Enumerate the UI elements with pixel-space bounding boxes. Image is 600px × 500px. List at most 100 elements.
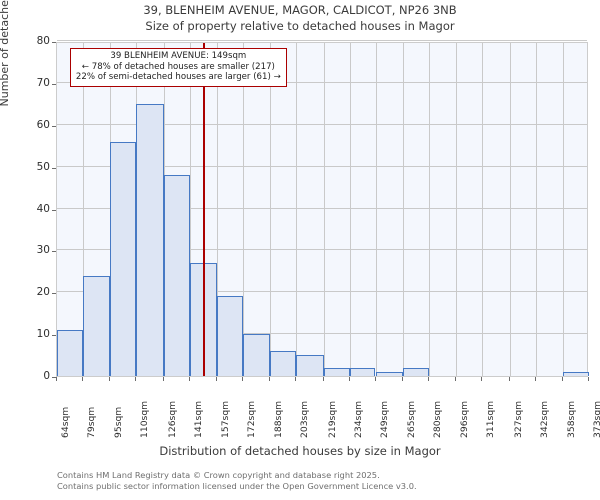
x-tick-mark (508, 377, 510, 381)
grid-line-h (57, 291, 587, 293)
x-tick-mark (81, 377, 83, 381)
grid-line-h (57, 123, 587, 125)
grid-line-v (189, 43, 191, 376)
property-marker-line (203, 43, 205, 376)
histogram-bar (217, 296, 243, 376)
grid-line-v (535, 43, 537, 376)
x-tick-label: 342sqm (538, 400, 550, 438)
annotation-line-2: ← 78% of detached houses are smaller (21… (81, 61, 275, 72)
x-tick-label: 234sqm (352, 400, 364, 438)
y-tick-label: 40 (36, 202, 50, 215)
x-tick-mark (269, 377, 271, 381)
histogram-bar (110, 141, 137, 376)
grid-line-v (82, 43, 84, 376)
x-tick-mark (241, 377, 243, 381)
y-tick-mark (52, 125, 56, 127)
histogram-bar (403, 367, 429, 376)
x-tick-label: 265sqm (406, 400, 418, 438)
plot-area (56, 40, 589, 377)
annotation-line-1: 39 BLENHEIM AVENUE: 149sqm (110, 51, 247, 61)
histogram-bar (136, 103, 164, 376)
grid-line-h (57, 333, 587, 335)
x-tick-label: 110sqm (139, 400, 151, 438)
chart-title-line-1: 39, BLENHEIM AVENUE, MAGOR, CALDICOT, NP… (143, 3, 457, 17)
x-tick-mark (374, 377, 376, 381)
histogram-bar (563, 371, 589, 376)
histogram-bars (57, 43, 589, 376)
grid-line-v (217, 43, 219, 376)
grid-line-v (563, 43, 565, 376)
x-tick-mark (109, 377, 111, 381)
x-tick-mark (481, 377, 483, 381)
grid-line-h (57, 81, 587, 83)
x-tick-mark (348, 377, 350, 381)
property-annotation-box: 39 BLENHEIM AVENUE: 149sqm ← 78% of deta… (70, 48, 287, 87)
grid-line-h (57, 165, 587, 167)
x-tick-label: 373sqm (592, 400, 600, 438)
chart-title-block: 39, BLENHEIM AVENUE, MAGOR, CALDICOT, NP… (0, 2, 600, 34)
grid-line-v (456, 43, 458, 376)
y-tick-label: 60 (36, 118, 50, 131)
x-tick-mark (322, 377, 324, 381)
grid-line-v (270, 43, 272, 376)
y-tick-mark (52, 209, 56, 211)
x-tick-label: 296sqm (459, 400, 471, 438)
grid-line-v (349, 43, 351, 376)
grid-line-v (296, 43, 298, 376)
grid-line-v (323, 43, 325, 376)
x-tick-mark (188, 377, 190, 381)
chart-title-line-2: Size of property relative to detached ho… (145, 19, 455, 33)
x-tick-label: 157sqm (220, 400, 232, 438)
x-tick-mark (295, 377, 297, 381)
y-tick-mark (52, 42, 56, 43)
x-tick-label: 327sqm (512, 400, 524, 438)
histogram-bar (375, 371, 404, 376)
y-tick-mark (52, 293, 56, 295)
x-tick-label: 188sqm (273, 400, 285, 438)
x-tick-mark (135, 377, 137, 381)
grid-line-v (375, 43, 377, 376)
x-tick-label: 358sqm (566, 400, 578, 438)
x-tick-mark (427, 377, 429, 381)
y-tick-label: 10 (36, 328, 50, 341)
x-axis-label: Distribution of detached houses by size … (159, 444, 441, 458)
y-tick-label: 30 (36, 244, 50, 257)
y-tick-mark (52, 83, 56, 85)
y-tick-mark (52, 335, 56, 337)
x-tick-label: 79sqm (85, 406, 97, 438)
footer-line-2: Contains public sector information licen… (57, 480, 417, 491)
histogram-bar (242, 334, 271, 376)
histogram-bar (82, 275, 111, 376)
histogram-bar (163, 175, 190, 376)
grid-line-v (428, 43, 430, 376)
histogram-bar (57, 329, 83, 376)
x-tick-mark (562, 377, 564, 381)
y-tick-mark (52, 167, 56, 169)
histogram-bar (323, 367, 350, 376)
x-tick-mark (56, 377, 57, 381)
y-tick-mark (52, 251, 56, 253)
x-tick-label: 249sqm (378, 400, 390, 438)
x-tick-label: 280sqm (431, 400, 443, 438)
grid-line-v (482, 43, 484, 376)
footer-line-1: Contains HM Land Registry data © Crown c… (57, 470, 380, 480)
y-tick-label: 80 (36, 35, 50, 47)
histogram-bar (296, 355, 324, 376)
x-tick-label: 311sqm (485, 400, 497, 438)
x-tick-mark (455, 377, 457, 381)
y-tick-label: 70 (36, 76, 50, 89)
x-tick-label: 172sqm (245, 400, 257, 438)
x-tick-label: 141sqm (192, 400, 204, 438)
x-tick-mark (534, 377, 536, 381)
footer-attribution: Contains HM Land Registry data © Crown c… (57, 470, 577, 491)
y-tick-label: 50 (36, 160, 50, 173)
histogram-bar (349, 367, 376, 376)
grid-line-h (57, 249, 587, 251)
y-tick-mark (52, 377, 56, 378)
y-tick-label: 0 (43, 370, 50, 382)
x-tick-mark (588, 377, 589, 381)
annotation-line-3: 22% of semi-detached houses are larger (… (75, 72, 281, 82)
grid-line-h (57, 40, 587, 41)
grid-line-v (509, 43, 511, 376)
